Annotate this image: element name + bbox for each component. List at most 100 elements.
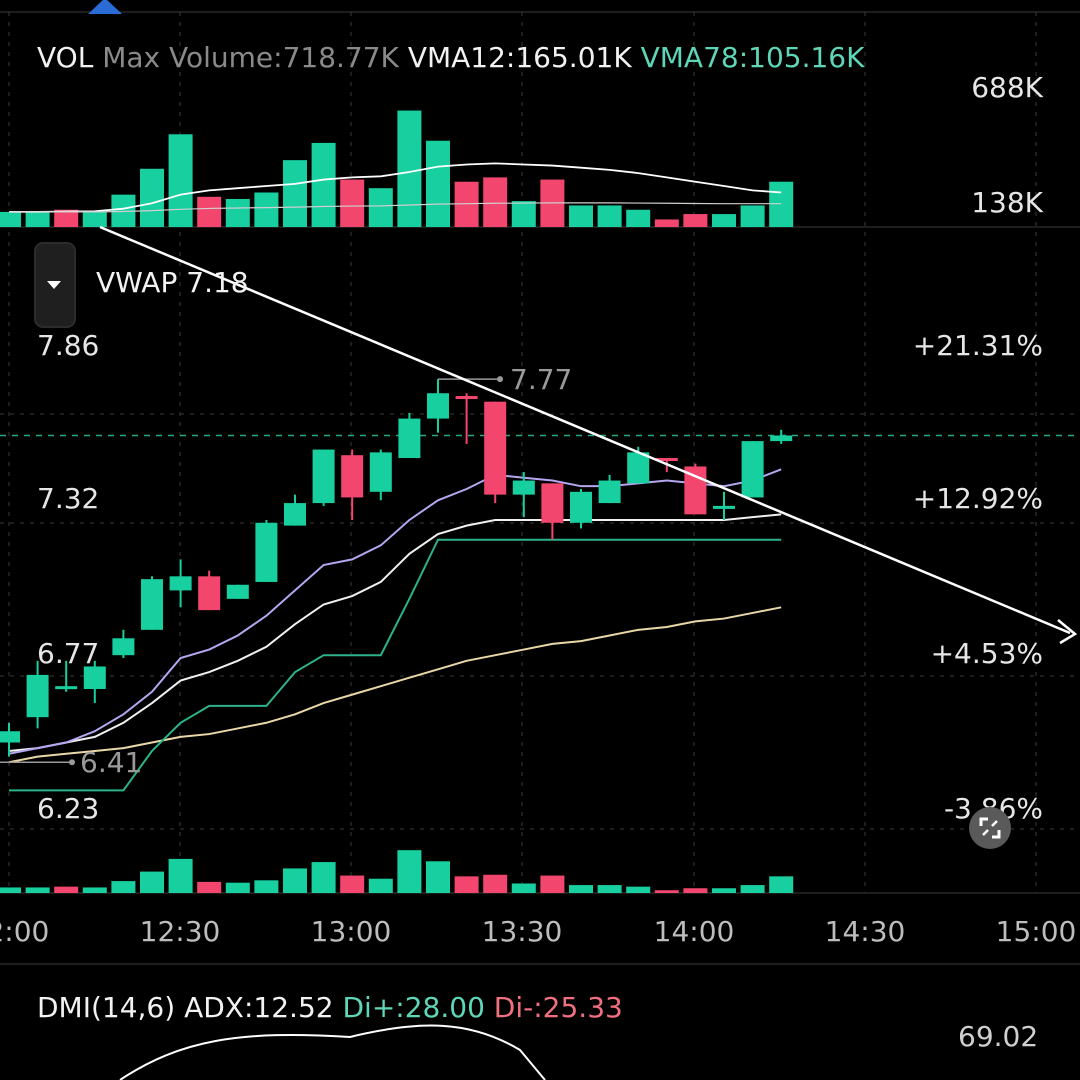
candle-body (284, 503, 306, 526)
candle-body (627, 452, 650, 484)
volume-bar (769, 181, 794, 227)
candle-body (55, 686, 78, 690)
candle-body (455, 396, 478, 400)
price-axis-label: 7.32 (37, 482, 99, 515)
time-axis-label: 13:00 (311, 915, 392, 948)
fullscreen-button[interactable] (969, 807, 1011, 849)
low-marker-dot (69, 759, 75, 766)
price-axis-label: 7.86 (37, 329, 99, 362)
time-axis-label: 14:30 (825, 915, 906, 948)
candle-body (598, 480, 621, 504)
moving-average-green-line (9, 538, 782, 792)
volume-strip-bar (426, 861, 450, 893)
high-marker-label: 7.77 (510, 363, 572, 396)
vwap-readout: VWAP 7.18 (96, 266, 249, 299)
chevron-down-icon (47, 281, 61, 289)
moving-average-tan-line (8, 606, 782, 764)
volume-strip-bar (54, 886, 79, 893)
candle-body (484, 401, 507, 495)
volume-strip-bar (111, 881, 136, 893)
volume-strip-bar (254, 880, 279, 893)
volume-bar (0, 211, 21, 227)
di-minus-readout: Di-:25.33 (493, 991, 623, 1024)
volume-bar (426, 140, 450, 227)
adx-line (119, 1024, 546, 1080)
candle-body (0, 731, 20, 743)
volume-strip-bar (454, 876, 479, 893)
volume-bar (197, 196, 222, 227)
volume-bar (225, 198, 250, 227)
volume-axis-label: 138K (971, 186, 1043, 219)
volume-strip-bar (225, 882, 250, 893)
candle-body (770, 435, 793, 442)
volume-bar (397, 110, 422, 227)
candle-body (112, 638, 135, 656)
volume-bar (740, 205, 765, 227)
volume-bar (111, 194, 136, 227)
volume-strip-bar (368, 878, 393, 893)
candle-body (570, 491, 592, 523)
volume-bar (311, 142, 336, 227)
trend-line-arrowhead (1057, 619, 1078, 645)
max-volume-readout: Max Volume:718.77K (102, 41, 399, 74)
volume-strip-bar (397, 850, 422, 893)
trend-line (99, 225, 1071, 635)
percent-axis-label: +4.53% (931, 637, 1043, 670)
volume-bar (82, 211, 107, 227)
percent-axis-label: +21.31% (913, 329, 1043, 362)
volume-bar (168, 134, 193, 227)
candle-body (26, 674, 49, 718)
volume-bar (254, 192, 279, 227)
vwap-dropdown-button[interactable] (34, 242, 76, 328)
volume-strip-bar (769, 876, 794, 893)
volume-strip-bar (140, 871, 164, 893)
high-marker-dot (497, 376, 503, 383)
volume-bar (511, 201, 536, 227)
volume-bar (654, 219, 679, 227)
volume-strip-bar (540, 875, 565, 893)
volume-bar (368, 188, 393, 227)
candle-body (398, 418, 421, 459)
price-axis-label: 6.77 (37, 637, 99, 670)
vma78-line (9, 202, 782, 213)
volume-bar (597, 205, 622, 227)
volume-strip-bar (712, 888, 736, 893)
adx-readout: ADX:12.52 (184, 991, 334, 1024)
dmi-indicator-name: DMI(14,6) (37, 991, 176, 1024)
fullscreen-icon (979, 817, 1001, 839)
volume-strip-bar (511, 883, 536, 893)
candle-body (369, 452, 392, 492)
candle-body (655, 458, 678, 462)
volume-strip-bar (654, 890, 679, 893)
volume-bar (483, 177, 508, 227)
dmi-scale-label: 69.02 (958, 1020, 1039, 1053)
candle-body (141, 579, 163, 630)
volume-bar (140, 168, 164, 227)
volume-strip-bar (569, 885, 593, 893)
volume-strip-bar (168, 858, 193, 893)
volume-bar (712, 214, 736, 227)
candle-body (741, 441, 764, 498)
volume-strip-bar (597, 885, 622, 893)
candle-body (312, 449, 335, 504)
volume-axis-label: 688K (971, 71, 1043, 104)
candle-body (226, 584, 249, 599)
volume-bar (683, 214, 708, 227)
volume-strip-bar (311, 862, 336, 893)
price-axis-label: 6.23 (37, 792, 99, 825)
volume-strip-bar (340, 875, 365, 893)
candle-body (169, 576, 192, 591)
candle-body (341, 455, 364, 498)
time-axis-label: 12:00 (0, 915, 49, 948)
time-axis-label: 13:30 (482, 915, 563, 948)
volume-bar (54, 209, 79, 227)
low-marker-label: 6.41 (80, 746, 142, 779)
percent-axis-label: +12.92% (913, 482, 1043, 515)
candle-body (83, 666, 106, 689)
candle-body (713, 505, 735, 509)
volume-strip-bar (626, 886, 651, 893)
volume-strip-bar (740, 885, 765, 893)
candle-body (512, 480, 535, 495)
scroll-indicator-icon[interactable] (88, 0, 122, 14)
